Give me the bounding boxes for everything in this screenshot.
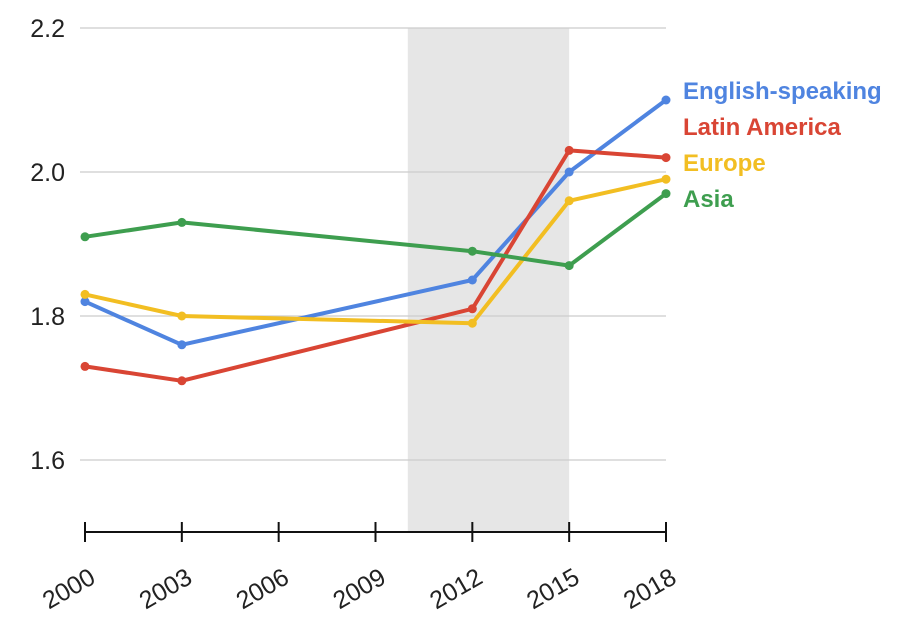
data-point bbox=[80, 361, 90, 371]
y-tick-label: 2.2 bbox=[30, 15, 65, 43]
y-tick-label: 1.8 bbox=[30, 303, 65, 331]
series-lines bbox=[80, 95, 671, 386]
series-line-asia bbox=[83, 191, 668, 268]
data-point bbox=[80, 289, 90, 299]
data-point bbox=[564, 145, 574, 155]
data-point bbox=[177, 340, 187, 350]
y-tick-label: 1.6 bbox=[30, 447, 65, 475]
x-tick-label: 2003 bbox=[135, 563, 197, 615]
legend-label: Asia bbox=[683, 186, 734, 213]
legend-label: Europe bbox=[683, 150, 766, 177]
y-tick-label: 2.0 bbox=[30, 159, 65, 187]
data-point bbox=[467, 318, 477, 328]
data-point bbox=[467, 246, 477, 256]
gridlines bbox=[80, 27, 666, 461]
x-tick-label: 2009 bbox=[328, 563, 390, 615]
legend-label: Latin America bbox=[683, 114, 841, 141]
legend: English-speaking Latin America Europe Asia bbox=[683, 78, 882, 213]
data-point bbox=[564, 196, 574, 206]
data-point bbox=[467, 304, 477, 314]
x-tick-label: 2015 bbox=[522, 563, 584, 615]
data-point bbox=[177, 311, 187, 321]
data-point bbox=[177, 376, 187, 386]
data-point bbox=[177, 217, 187, 227]
x-tick-label: 2000 bbox=[38, 563, 100, 615]
x-tick-label: 2006 bbox=[231, 563, 293, 615]
data-point bbox=[564, 167, 574, 177]
x-axis: 2000 2003 2006 2009 2012 2015 2018 bbox=[38, 522, 681, 615]
data-point bbox=[564, 261, 574, 271]
data-point bbox=[661, 153, 671, 163]
data-point bbox=[661, 189, 671, 199]
x-tick-label: 2012 bbox=[425, 563, 487, 615]
x-tick-label: 2018 bbox=[619, 563, 681, 615]
legend-label: English-speaking bbox=[683, 78, 882, 105]
data-point bbox=[80, 297, 90, 307]
data-point bbox=[467, 275, 477, 285]
y-axis-ticks: 1.6 1.8 2.0 2.2 bbox=[30, 15, 65, 475]
series-line-latin-america bbox=[83, 148, 668, 383]
data-point bbox=[80, 232, 90, 242]
data-point bbox=[661, 174, 671, 184]
data-point bbox=[661, 95, 671, 105]
